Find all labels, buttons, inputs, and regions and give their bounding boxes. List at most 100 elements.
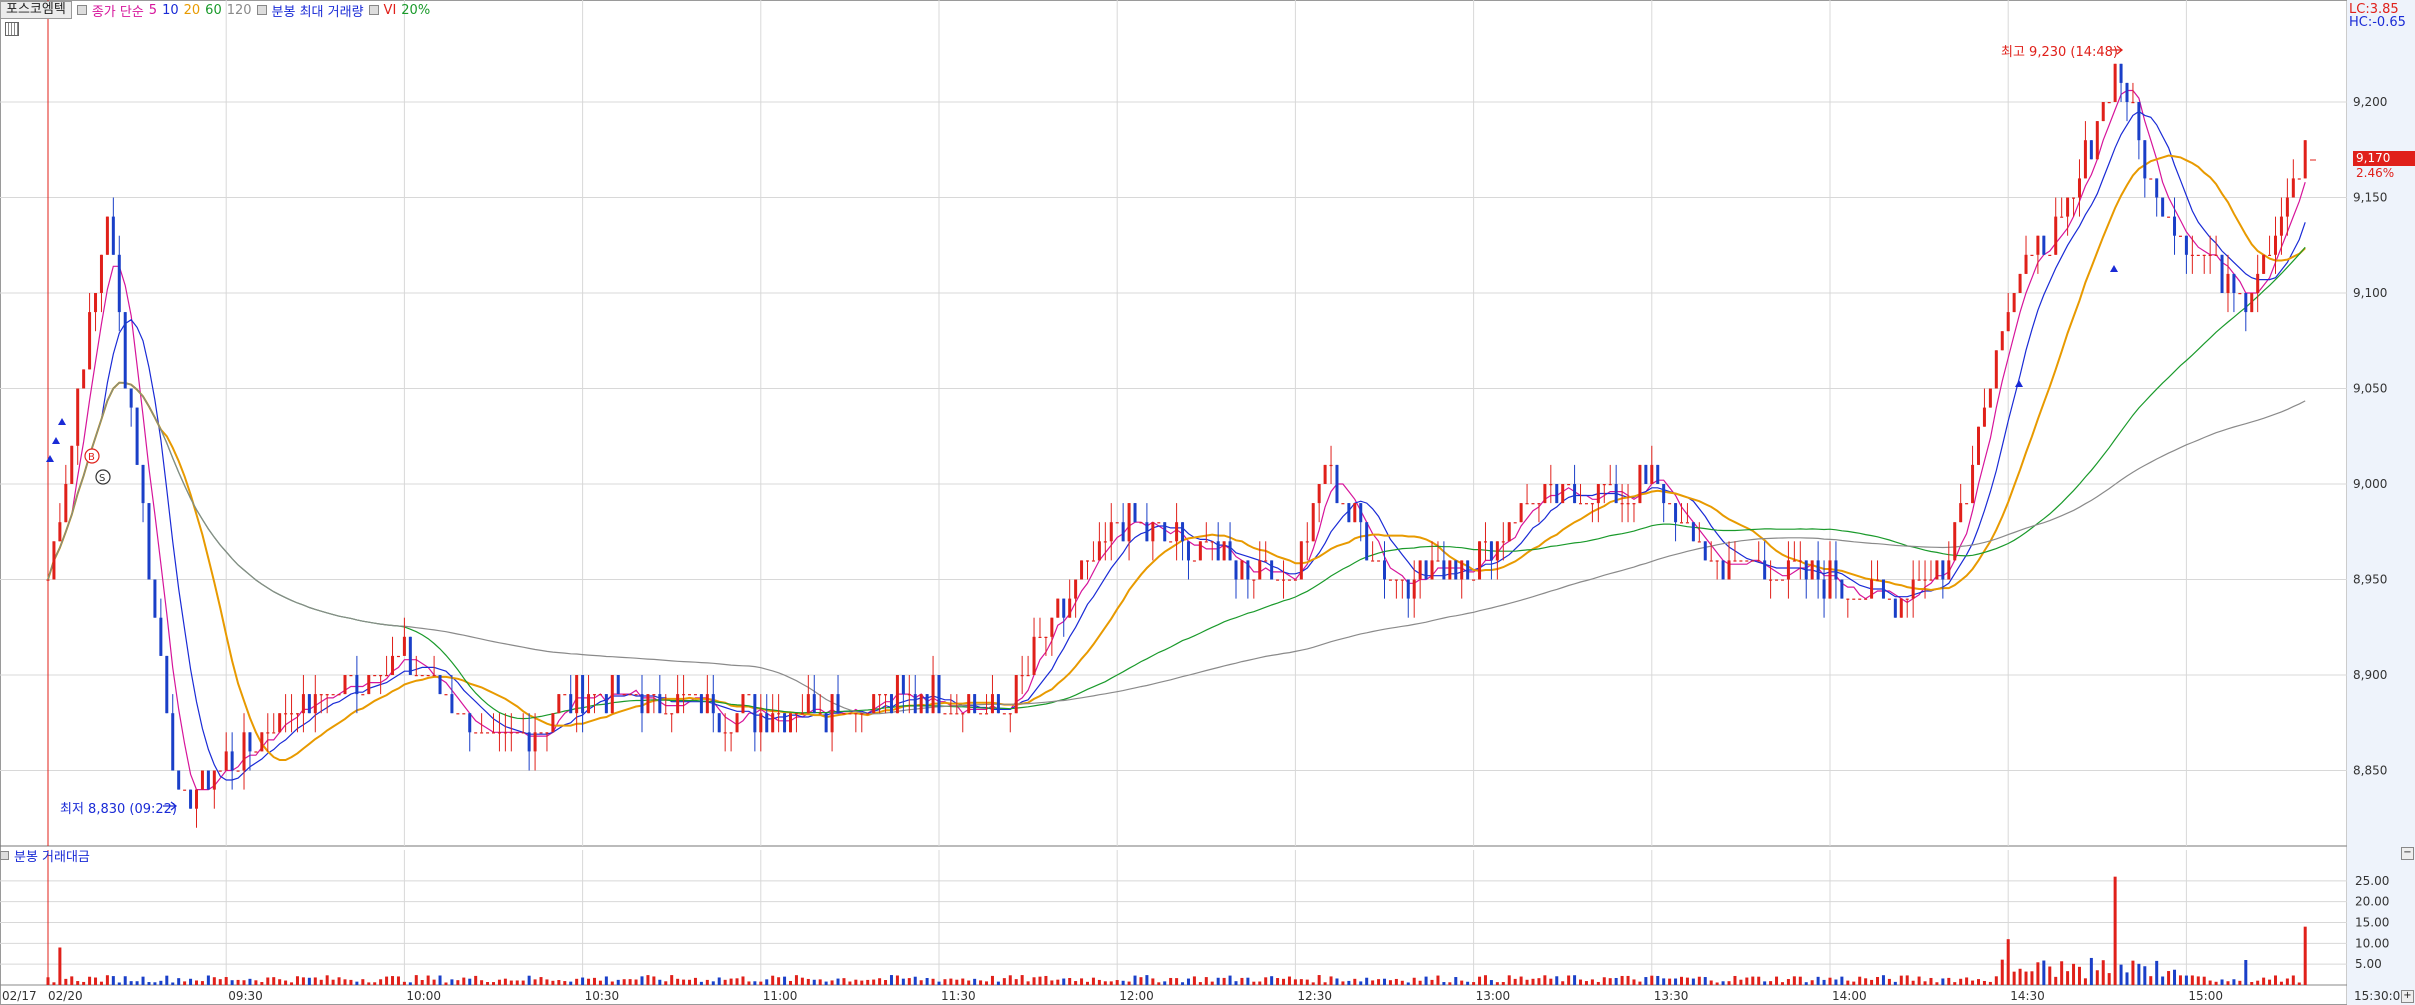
volume-bar <box>1549 978 1553 985</box>
volume-bar <box>2303 926 2307 985</box>
candle-body <box>1846 598 1850 600</box>
volume-bar <box>1697 976 1701 985</box>
volume-bar <box>866 979 870 985</box>
candle-body <box>1258 560 1262 580</box>
volume-bar <box>1192 976 1196 985</box>
ma-120-label: 120 <box>226 2 252 18</box>
candle-body <box>670 713 674 715</box>
volume-bar <box>2119 964 2123 985</box>
volume-bar <box>682 979 686 985</box>
volume-bar <box>1127 981 1131 985</box>
volume-bar <box>818 979 822 985</box>
candle-body <box>497 732 501 734</box>
candle-body <box>450 694 454 714</box>
candle-body <box>295 713 299 715</box>
volume-bar <box>1121 980 1125 985</box>
candle-body <box>2018 273 2022 293</box>
volume-bar <box>385 976 389 985</box>
time-tick-label: 10:00 <box>406 989 441 1003</box>
candle-body <box>1424 560 1428 580</box>
candle-body <box>884 694 888 696</box>
candle-body <box>2149 178 2153 180</box>
candle-body <box>592 694 596 696</box>
volume-bar <box>1632 979 1636 985</box>
legend-toggle-icon[interactable] <box>76 5 87 15</box>
volume-bar <box>177 978 181 985</box>
volume-bar <box>1014 979 1018 985</box>
volume-bar <box>919 980 923 985</box>
candle-body <box>699 694 703 714</box>
volume-bar <box>1371 980 1375 985</box>
candle-body <box>343 675 347 695</box>
volume-bar <box>961 978 965 985</box>
volume-bar <box>812 979 816 985</box>
volume-bar <box>913 976 917 985</box>
candle-body <box>1234 560 1238 580</box>
candle-body <box>2214 254 2218 256</box>
chart-tools-icon[interactable] <box>5 22 19 36</box>
candle-body <box>1614 484 1618 504</box>
volume-bar <box>2155 960 2159 985</box>
candle-body <box>1715 560 1719 562</box>
candle-body <box>652 694 656 696</box>
candle-body <box>866 713 870 715</box>
candle-body <box>1418 560 1422 580</box>
volume-bar <box>159 980 163 985</box>
candle-body <box>1870 579 1874 599</box>
volume-bar <box>391 976 395 985</box>
volume-bar <box>563 981 567 985</box>
volume-bar <box>2048 966 2052 985</box>
candle-body <box>1198 541 1202 561</box>
volume-tick-label: 20.00 <box>2355 895 2389 909</box>
candle-body <box>1573 484 1577 504</box>
volume-bar <box>2149 976 2153 985</box>
buy-signal-arrow <box>46 455 54 462</box>
volume-bar <box>1656 975 1660 985</box>
candle-body <box>2167 216 2171 218</box>
candle-body <box>1507 522 1511 542</box>
candle-body <box>587 694 591 714</box>
candle-body <box>622 694 626 696</box>
volume-toggle-icon[interactable] <box>0 850 9 860</box>
volume-bar <box>1531 978 1535 985</box>
candle-body <box>1994 350 1998 389</box>
price-tick-label: 8,850 <box>2353 764 2387 778</box>
candle-body <box>931 675 935 714</box>
volume-bar <box>290 982 294 985</box>
legend-toggle-icon-3[interactable] <box>368 5 379 15</box>
volume-bar <box>2208 980 2212 985</box>
sell-marker <box>95 469 111 485</box>
candle-body <box>438 675 442 695</box>
panel-expand-button[interactable]: + <box>2401 990 2414 1003</box>
volume-bar <box>2167 971 2171 985</box>
volume-bar <box>266 977 270 985</box>
candle-body <box>212 770 216 790</box>
candle-body <box>741 694 745 714</box>
candle-body <box>1804 560 1808 580</box>
candle-body <box>1317 484 1321 504</box>
panel-collapse-button[interactable]: − <box>2401 847 2414 860</box>
candle-body <box>1935 560 1939 580</box>
legend-toggle-icon-2[interactable] <box>256 5 267 15</box>
candle-body <box>1662 484 1666 504</box>
candle-body <box>230 751 234 771</box>
volume-bar <box>2214 981 2218 985</box>
candle-body <box>278 713 282 733</box>
candle-body <box>1008 713 1012 715</box>
volume-bar <box>2285 978 2289 985</box>
volume-bar <box>2083 978 2087 985</box>
volume-bar <box>1899 975 1903 985</box>
candle-body <box>2060 216 2064 218</box>
volume-bar <box>1608 978 1612 985</box>
volume-bar <box>46 977 50 985</box>
candle-body <box>1620 503 1624 505</box>
volume-bar <box>979 980 983 985</box>
candle-body <box>1483 541 1487 543</box>
candle-body <box>1282 579 1286 581</box>
high-pointer-arrow <box>2111 45 2124 55</box>
volume-bar <box>1680 976 1683 985</box>
candle-body <box>1632 503 1636 505</box>
candle-body <box>272 732 276 734</box>
stock-name[interactable]: 포스코엠텍 <box>0 1 72 19</box>
